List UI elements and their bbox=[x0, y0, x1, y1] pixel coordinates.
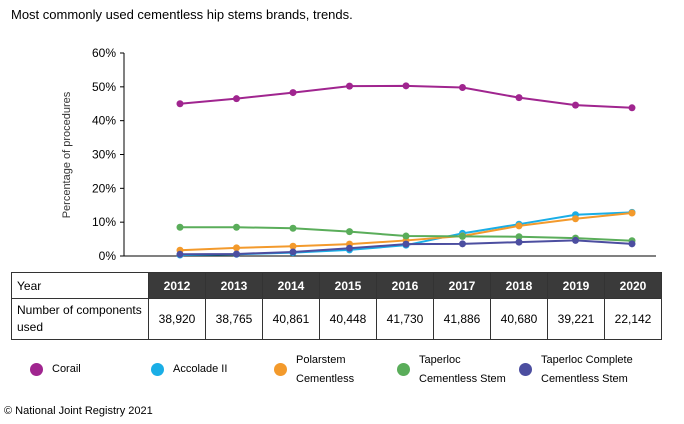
data-point-taperloc-cementless-stem bbox=[176, 223, 184, 231]
year-header-cell: Year bbox=[11, 272, 149, 299]
data-point-taperloc-complete-cementless-stem bbox=[346, 244, 353, 252]
data-point-corail bbox=[459, 84, 466, 92]
data-point-taperloc-cementless-stem bbox=[515, 233, 523, 241]
legend-label: Cementless Stem bbox=[419, 373, 506, 385]
series-lines bbox=[179, 84, 633, 256]
data-point-polarstem-cementless bbox=[515, 222, 523, 230]
year-cell: 2012 bbox=[148, 272, 206, 299]
year-cell: 2014 bbox=[262, 272, 320, 299]
line-chart: 0% 10% 20% 30% 40% 50% 60% Percentage of proce… bbox=[61, 46, 656, 263]
data-point-taperloc-complete-cementless-stem bbox=[176, 250, 184, 258]
y-tick-label: 60% bbox=[92, 46, 116, 60]
data-point-taperloc-complete-cementless-stem bbox=[402, 240, 410, 248]
legend-label: Cementless Stem bbox=[541, 373, 628, 385]
legend-label: Accolade II bbox=[173, 363, 228, 375]
legend-swatch bbox=[151, 363, 164, 376]
count-cell: 41,730 bbox=[376, 298, 434, 340]
legend-swatch bbox=[274, 363, 287, 376]
year-cell: 2017 bbox=[433, 272, 491, 299]
data-point-corail bbox=[176, 100, 184, 108]
y-tick-label: 10% bbox=[92, 215, 116, 229]
data-point-taperloc-cementless-stem bbox=[289, 224, 297, 232]
data-point-corail bbox=[289, 89, 297, 97]
legend-label: Corail bbox=[52, 363, 81, 375]
legend-label: Taperloc bbox=[419, 354, 461, 366]
data-point-taperloc-complete-cementless-stem bbox=[459, 240, 466, 248]
year-cell: 2016 bbox=[376, 272, 434, 299]
legend-swatch bbox=[30, 363, 43, 376]
data-point-taperloc-complete-cementless-stem bbox=[628, 240, 636, 248]
y-tick-label: 0% bbox=[99, 249, 117, 263]
y-axis-label: Percentage of procedures bbox=[61, 91, 73, 218]
legend-label: Cementless bbox=[296, 373, 355, 385]
data-point-polarstem-cementless bbox=[572, 215, 579, 223]
data-point-taperloc-complete-cementless-stem bbox=[515, 238, 523, 246]
data-point-polarstem-cementless bbox=[289, 242, 297, 250]
data-point-taperloc-complete-cementless-stem bbox=[233, 250, 240, 258]
data-point-corail bbox=[628, 104, 636, 112]
y-tick-label: 50% bbox=[92, 80, 116, 94]
data-point-corail bbox=[233, 95, 240, 103]
y-tick-labels: 0% 10% 20% 30% 40% 50% 60% bbox=[92, 46, 116, 263]
count-cell: 41,886 bbox=[433, 298, 491, 340]
count-cell: 38,920 bbox=[148, 298, 206, 340]
copyright-footer: © National Joint Registry 2021 bbox=[4, 405, 153, 417]
legend-label: Taperloc Complete bbox=[541, 354, 633, 366]
data-point-corail bbox=[402, 82, 410, 90]
count-cell: 40,861 bbox=[262, 298, 320, 340]
year-cell: 2020 bbox=[604, 272, 662, 299]
data-point-corail bbox=[515, 94, 523, 102]
legend-label: Polarstem bbox=[296, 354, 346, 366]
count-cell: 39,221 bbox=[547, 298, 605, 340]
count-cell: 40,680 bbox=[490, 298, 548, 340]
data-point-taperloc-cementless-stem bbox=[459, 232, 466, 240]
data-point-polarstem-cementless bbox=[628, 209, 636, 217]
data-point-polarstem-cementless bbox=[233, 244, 240, 252]
y-tick-label: 20% bbox=[92, 181, 116, 195]
legend: Corail Accolade II Polarstem Cementless … bbox=[0, 350, 684, 390]
series-points bbox=[176, 82, 636, 259]
year-cell: 2013 bbox=[205, 272, 263, 299]
data-point-corail bbox=[572, 101, 579, 109]
legend-swatch bbox=[397, 363, 410, 376]
y-tick-label: 40% bbox=[92, 114, 116, 128]
legend-swatch bbox=[519, 363, 532, 376]
data-point-taperloc-cementless-stem bbox=[346, 228, 353, 236]
chart-title: Most commonly used cementless hip stems … bbox=[11, 7, 353, 22]
table-count-row: Number of components used 38,920 38,765 … bbox=[11, 298, 662, 340]
data-point-taperloc-cementless-stem bbox=[402, 232, 410, 240]
data-point-taperloc-complete-cementless-stem bbox=[572, 236, 579, 244]
data-point-taperloc-cementless-stem bbox=[233, 223, 240, 231]
count-cell: 40,448 bbox=[319, 298, 377, 340]
components-table: Year 2012 2013 2014 2015 2016 2017 2018 … bbox=[11, 272, 662, 340]
year-cell: 2015 bbox=[319, 272, 377, 299]
count-cell: 38,765 bbox=[205, 298, 263, 340]
year-cell: 2018 bbox=[490, 272, 548, 299]
data-point-corail bbox=[346, 82, 353, 90]
count-cell: 22,142 bbox=[604, 298, 662, 340]
count-header-cell: Number of components used bbox=[11, 298, 149, 340]
data-point-taperloc-complete-cementless-stem bbox=[289, 248, 297, 256]
table-header-row: Year 2012 2013 2014 2015 2016 2017 2018 … bbox=[11, 272, 662, 299]
y-tick-label: 30% bbox=[92, 148, 116, 162]
year-cell: 2019 bbox=[547, 272, 605, 299]
axes bbox=[120, 52, 656, 257]
